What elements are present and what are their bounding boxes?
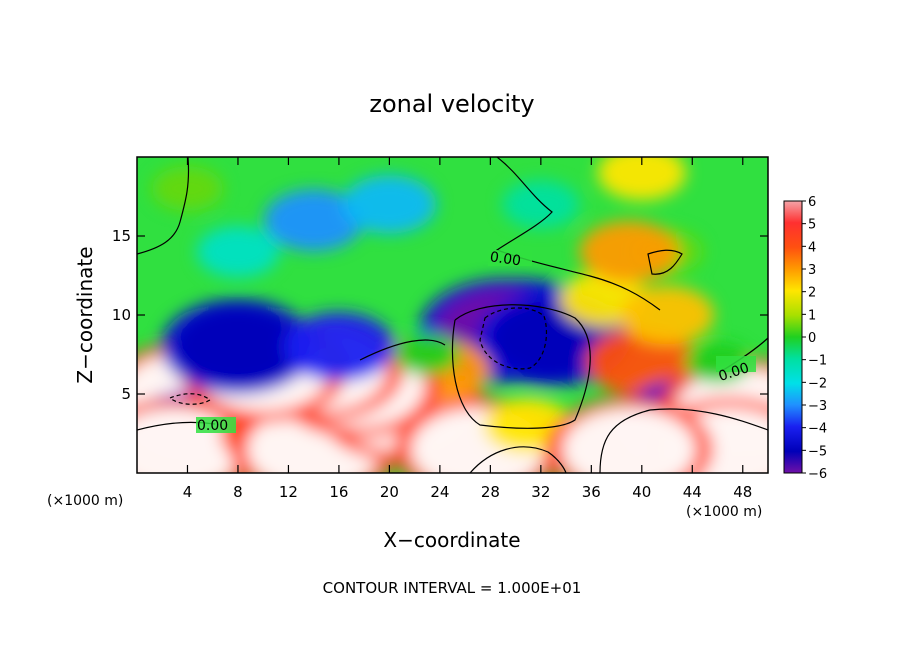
heat-cell [176, 308, 300, 385]
x-tick-label: 44 [683, 483, 702, 501]
contour-line [469, 446, 567, 473]
colorbar-tick-label: 0 [808, 331, 816, 346]
x-tick-label: 36 [582, 483, 601, 501]
contour-label-bg [196, 417, 236, 433]
heat-cell [597, 157, 686, 201]
colorbar-ticks: 6 5 4 3 2 1 0 −1 −2 −3 −4 −5 −6 [802, 195, 827, 482]
x-tick-label: 40 [632, 483, 651, 501]
x-tick-label: 12 [279, 483, 298, 501]
heat-cell [579, 220, 680, 283]
colorbar-tick-label: 2 [808, 286, 816, 301]
x-axis-ticks: 4 8 12 16 20 24 28 32 36 40 44 48 [183, 157, 752, 501]
contour-label: 0.00 [197, 418, 228, 434]
contour-line [137, 157, 190, 255]
contour-line [451, 304, 591, 429]
colorbar-tick-label: −1 [808, 354, 827, 369]
heat-cell [342, 175, 437, 234]
contour-label-bg [488, 250, 532, 266]
x-tick-label: 4 [183, 483, 193, 501]
x-tick-label: 48 [733, 483, 752, 501]
colorbar-tick-label: 6 [808, 195, 816, 210]
colorbar-tick-label: −5 [808, 444, 827, 459]
colorbar-tick-label: 3 [808, 263, 816, 278]
heat-cell [283, 312, 395, 382]
heat-cell [620, 285, 715, 345]
contour-label: 0.00 [489, 249, 522, 269]
y-tick-label: 5 [121, 385, 131, 403]
heat-cell [586, 327, 698, 397]
heat-cell [196, 226, 280, 278]
heat-cell [562, 407, 697, 473]
x-unit-label-right: (×1000 m) [686, 504, 762, 520]
x-tick-label: 24 [430, 483, 449, 501]
x-tick-label: 20 [380, 483, 399, 501]
contour-line [599, 408, 768, 473]
y-axis-ticks: 5 10 15 [112, 227, 768, 403]
contour-line [479, 307, 548, 370]
contour-line [168, 393, 212, 405]
contour-label-bg [716, 356, 756, 372]
colorbar-tick-label: −2 [808, 376, 827, 391]
colorbar: 6 5 4 3 2 1 0 −1 −2 −3 −4 −5 −6 [783, 195, 827, 482]
y-tick-label: 15 [112, 227, 131, 245]
x-unit-label: (×1000 m) [47, 493, 123, 509]
contour-layer [137, 157, 768, 473]
x-tick-label: 8 [233, 483, 243, 501]
contour-line [647, 249, 683, 275]
colorbar-tick-label: 5 [808, 218, 816, 233]
x-tick-label: 32 [531, 483, 550, 501]
heat-cell [502, 180, 580, 229]
contour-interval-footer: CONTOUR INTERVAL = 1.000E+01 [323, 579, 582, 597]
colorbar-tick-label: 4 [808, 240, 816, 255]
colorbar-tick-label: 1 [808, 308, 816, 323]
plot-area: 0.00 0.00 0.00 [136, 156, 769, 474]
colorbar-tick-label: −4 [808, 422, 827, 437]
colorbar-tick-label: −6 [808, 467, 827, 482]
colorbar-tick-label: −3 [808, 399, 827, 414]
x-axis-title: X−coordinate [383, 528, 520, 552]
heat-cell [263, 189, 364, 252]
chart-title: zonal velocity [369, 90, 534, 118]
contour-line [359, 339, 446, 361]
colorbar-bar [783, 200, 803, 474]
x-tick-label: 16 [329, 483, 348, 501]
y-axis-title: Z−coordinate [73, 246, 97, 383]
x-tick-label: 28 [481, 483, 500, 501]
y-tick-label: 10 [112, 306, 131, 324]
